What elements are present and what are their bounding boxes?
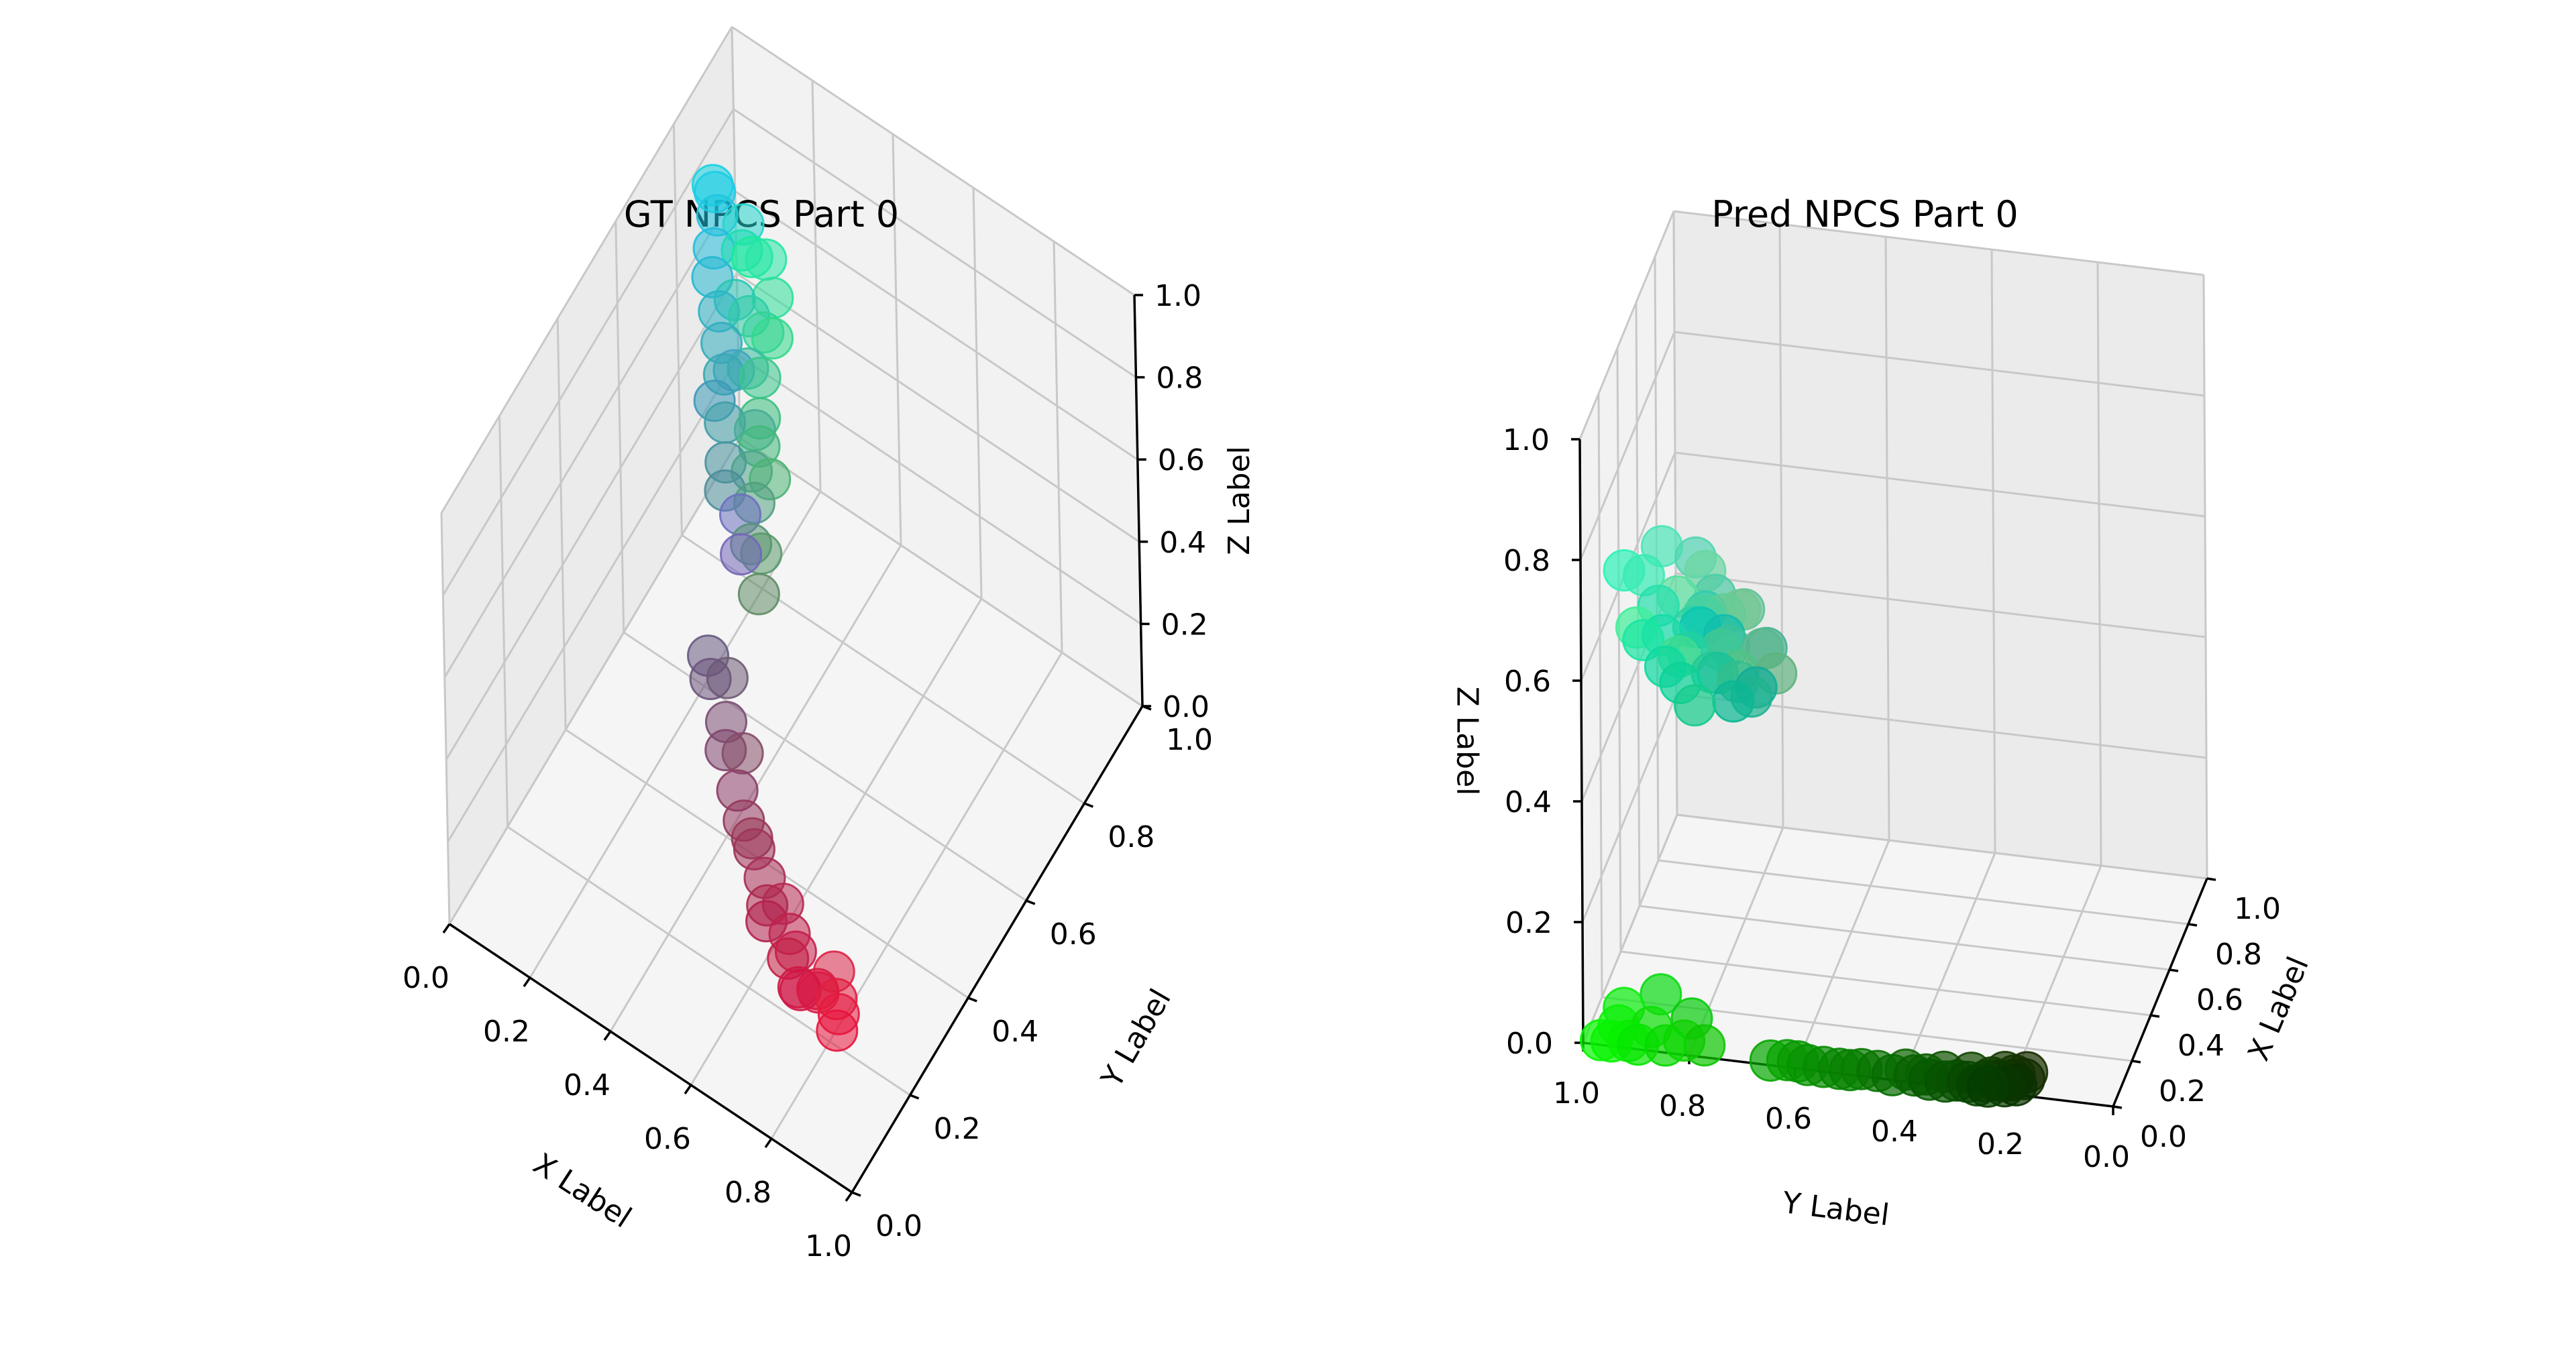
scatter-point — [1644, 1024, 1687, 1067]
y-tick-label: 0.0 — [2083, 1140, 2130, 1174]
pane-xy — [449, 438, 1142, 1192]
scatter-point — [751, 317, 794, 360]
z-tick-label: 0.2 — [1161, 608, 1208, 642]
z-tick-label: 0.8 — [1503, 544, 1550, 578]
pane-xy — [1583, 815, 2207, 1106]
x-tick-label: 0.0 — [2140, 1120, 2187, 1154]
x-tick-label: 0.8 — [2215, 937, 2262, 972]
z-tick-label: 1.0 — [1503, 423, 1550, 457]
y-tick-label: 0.4 — [1871, 1115, 1918, 1149]
y-tick-label: 0.6 — [1050, 917, 1097, 952]
pane-yz — [1674, 211, 2207, 878]
z-tick-label: 0.8 — [1156, 361, 1203, 396]
chart-title: Pred NPCS Part 0 — [1711, 193, 2019, 235]
z-tick-label: 0.0 — [1163, 690, 1210, 724]
z-axis-label: Z Label — [1450, 687, 1485, 796]
z-tick-label: 0.4 — [1159, 526, 1206, 560]
y-tick-label: 0.8 — [1108, 820, 1155, 854]
scatter-point — [720, 533, 763, 576]
z-tick-label: 0.0 — [1506, 1027, 1553, 1061]
x-tick-label: 0.2 — [2159, 1074, 2206, 1109]
scatter-point — [816, 1009, 859, 1052]
x-tick-label: 0.8 — [724, 1176, 771, 1210]
scatter-points — [687, 164, 860, 1052]
pred-npcs-3d-scatter: 0.00.20.40.60.81.00.00.20.40.60.81.00.00… — [1450, 193, 2316, 1233]
y-tick-label: 0.8 — [1659, 1089, 1706, 1123]
scatter-points — [1580, 525, 2049, 1108]
x-tick-label: 0.4 — [564, 1068, 610, 1102]
y-tick-label: 0.0 — [875, 1209, 922, 1243]
pane-xz — [732, 27, 1142, 706]
x-tick-label: 0.6 — [2196, 983, 2243, 1017]
scatter-point — [1966, 1065, 2009, 1108]
scatter-point — [689, 658, 732, 701]
axis-spines — [449, 294, 1144, 1194]
pane-yz — [441, 27, 740, 924]
y-tick-label: 1.0 — [1166, 723, 1213, 757]
x-tick-label: 0.2 — [483, 1015, 530, 1049]
z-tick-label: 1.0 — [1155, 279, 1201, 313]
y-tick-label: 0.2 — [934, 1112, 981, 1146]
x-tick-label: 1.0 — [805, 1229, 852, 1263]
z-axis-label: Z Label — [1222, 446, 1256, 555]
scatter-point — [1673, 684, 1716, 727]
x-tick-label: 0.4 — [2178, 1029, 2224, 1063]
scatter-point — [1712, 680, 1755, 723]
x-tick-label: 0.6 — [644, 1122, 691, 1156]
y-tick-label: 0.2 — [1977, 1127, 2024, 1161]
y-tick-label: 0.4 — [991, 1015, 1038, 1049]
y-tick-label: 0.6 — [1765, 1102, 1812, 1136]
z-tick-label: 0.6 — [1504, 665, 1551, 699]
scatter-point — [745, 238, 788, 281]
z-tick-label: 0.2 — [1505, 906, 1552, 940]
x-tick-label: 1.0 — [2234, 892, 2281, 926]
scatter-point — [739, 356, 782, 399]
scatter-point — [1683, 1024, 1726, 1067]
y-tick-label: 1.0 — [1553, 1076, 1600, 1111]
z-tick-label: 0.6 — [1158, 443, 1205, 477]
scatter-point — [737, 573, 780, 616]
scatter-point — [721, 732, 764, 775]
x-tick-label: 0.0 — [402, 961, 449, 995]
z-tick-label: 0.4 — [1505, 785, 1552, 819]
